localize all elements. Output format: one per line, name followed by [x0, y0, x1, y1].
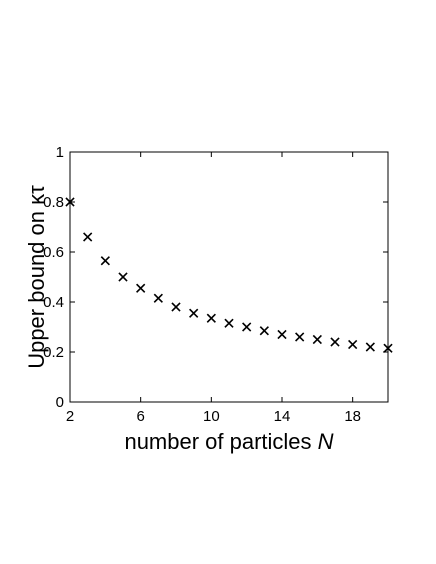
y-tick-label: 0.8 [43, 194, 64, 211]
y-tick-label: 0.2 [43, 344, 64, 361]
data-point [206, 313, 216, 323]
axis-ticks: 2 6 10 14 18 0 0.2 0.4 0.6 0.8 1 [43, 144, 388, 425]
data-point [224, 318, 234, 328]
data-point [365, 342, 375, 352]
plot-frame [69, 151, 389, 403]
y-tick-label: 0 [56, 394, 64, 411]
x-tick-label: 18 [344, 408, 361, 425]
data-point [189, 308, 199, 318]
x-tick-label: 6 [136, 408, 144, 425]
x-axis-label-variable: N [318, 429, 334, 454]
data-point [259, 326, 269, 336]
x-tick-label: 10 [203, 408, 220, 425]
data-point [83, 232, 93, 242]
data-point [171, 302, 181, 312]
x-tick-label: 2 [66, 408, 74, 425]
data-point [118, 272, 128, 282]
data-point [277, 329, 287, 340]
x-axis-label: number of particles N [124, 429, 333, 454]
y-tick-label: 0.4 [43, 294, 64, 311]
data-point [136, 283, 146, 293]
y-tick-label: 0.6 [43, 244, 64, 261]
data-point [312, 334, 322, 345]
data-point [330, 337, 340, 347]
data-markers [65, 197, 393, 353]
x-tick-label: 14 [274, 408, 291, 425]
data-point [100, 256, 110, 266]
data-point [383, 343, 393, 353]
data-point [295, 332, 305, 342]
y-axis-label: Upper bound on κτ [24, 185, 49, 369]
y-tick-label: 1 [56, 144, 64, 161]
data-point [65, 197, 75, 207]
data-point [242, 322, 252, 332]
data-point [153, 293, 163, 303]
x-axis-label-main: number of particles [124, 429, 317, 454]
data-point [348, 339, 358, 350]
